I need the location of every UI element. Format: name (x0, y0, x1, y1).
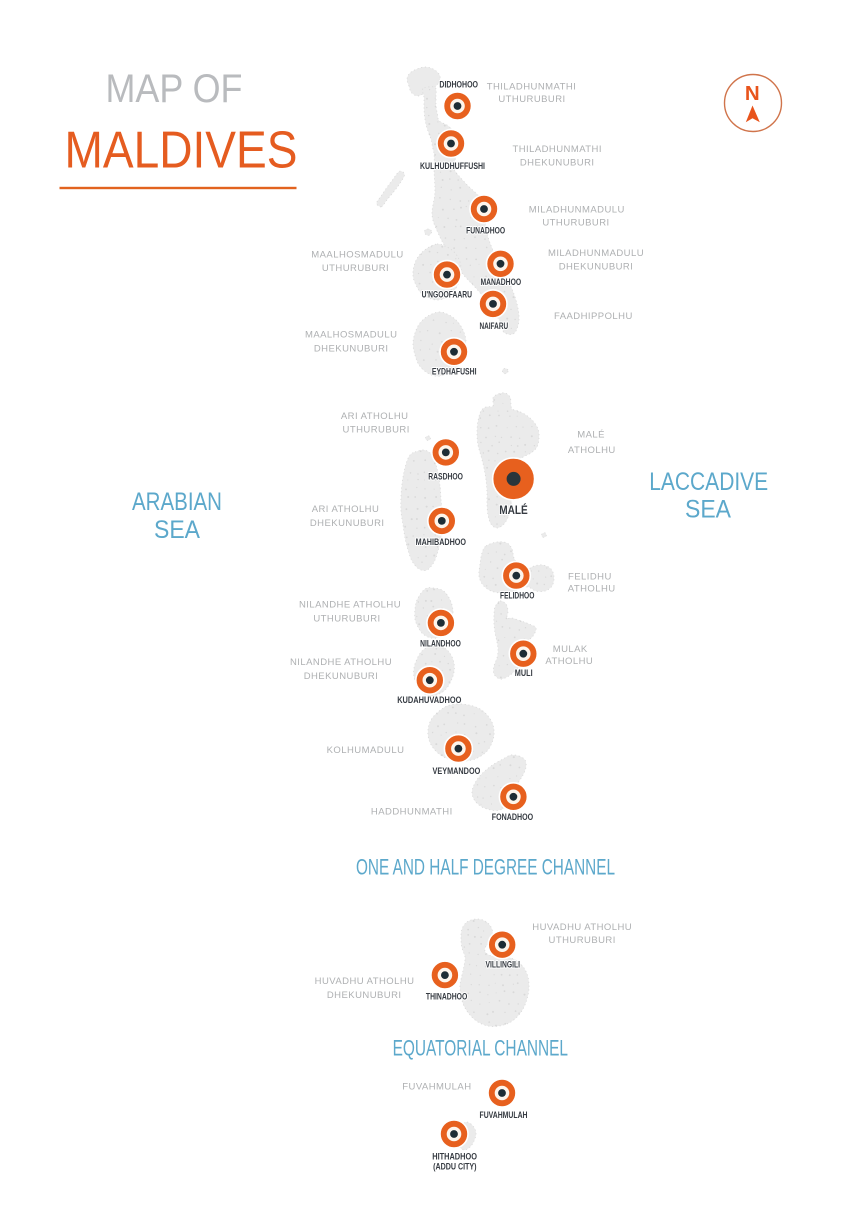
svg-text:ATHOLHU: ATHOLHU (545, 656, 593, 667)
svg-text:ARABIAN: ARABIAN (132, 488, 222, 516)
svg-text:RASDHOO: RASDHOO (428, 472, 463, 482)
svg-text:EQUATORIAL CHANNEL: EQUATORIAL CHANNEL (393, 1036, 568, 1061)
svg-text:UTHURUBURI: UTHURUBURI (322, 263, 389, 274)
svg-text:MULI: MULI (515, 668, 533, 678)
svg-text:ATHOLHU: ATHOLHU (568, 445, 616, 456)
svg-text:MAALHOSMADULU: MAALHOSMADULU (311, 249, 403, 260)
svg-text:UTHURUBURI: UTHURUBURI (542, 217, 609, 228)
svg-text:MILADHUNMADULU: MILADHUNMADULU (548, 248, 644, 259)
svg-text:FONADHOO: FONADHOO (492, 812, 533, 822)
svg-text:(ADDU CITY): (ADDU CITY) (433, 1162, 476, 1172)
svg-text:FUVAHMULAH: FUVAHMULAH (480, 1110, 528, 1120)
svg-text:ARI ATHOLHU: ARI ATHOLHU (341, 411, 409, 422)
svg-text:ONE AND HALF DEGREE CHANNEL: ONE AND HALF DEGREE CHANNEL (356, 854, 615, 879)
svg-text:DIDHOHOO: DIDHOHOO (439, 79, 478, 89)
svg-text:UTHURUBURI: UTHURUBURI (313, 613, 380, 624)
svg-text:MILADHUNMADULU: MILADHUNMADULU (529, 205, 625, 216)
svg-text:FELIDHU: FELIDHU (568, 572, 612, 583)
svg-text:HADDHUNMATHI: HADDHUNMATHI (371, 807, 453, 818)
svg-text:MAALHOSMADULU: MAALHOSMADULU (305, 329, 397, 340)
svg-text:HITHADHOO: HITHADHOO (432, 1152, 477, 1162)
svg-text:NILANDHE ATHOLHU: NILANDHE ATHOLHU (299, 599, 401, 610)
svg-text:MAHIBADHOO: MAHIBADHOO (416, 537, 466, 547)
svg-text:NAIFARU: NAIFARU (479, 321, 508, 331)
svg-text:NILANDHOO: NILANDHOO (420, 638, 461, 648)
svg-text:THILADHUNMATHI: THILADHUNMATHI (487, 82, 577, 93)
svg-text:KOLHUMADULU: KOLHUMADULU (327, 745, 405, 756)
svg-text:DHEKUNUBURI: DHEKUNUBURI (520, 158, 595, 169)
svg-text:DHEKUNUBURI: DHEKUNUBURI (310, 518, 385, 529)
svg-text:MALÉ: MALÉ (499, 504, 528, 517)
svg-text:MALÉ: MALÉ (577, 430, 605, 441)
svg-text:N: N (745, 82, 760, 105)
svg-text:ARI ATHOLHU: ARI ATHOLHU (312, 504, 380, 515)
svg-text:MULAK: MULAK (553, 644, 588, 655)
svg-text:DHEKUNUBURI: DHEKUNUBURI (304, 671, 379, 682)
svg-text:U'NGOOFAARU: U'NGOOFAARU (422, 289, 472, 299)
svg-text:KUDAHUVADHOO: KUDAHUVADHOO (397, 695, 461, 705)
svg-text:THILADHUNMATHI: THILADHUNMATHI (512, 144, 602, 155)
svg-text:VEYMANDOO: VEYMANDOO (433, 766, 481, 776)
svg-text:THINADHOO: THINADHOO (426, 991, 467, 1001)
svg-text:DHEKUNUBURI: DHEKUNUBURI (327, 990, 402, 1001)
svg-text:HUVADHU ATHOLHU: HUVADHU ATHOLHU (532, 922, 632, 933)
svg-text:DHEKUNUBURI: DHEKUNUBURI (314, 343, 389, 354)
svg-text:VILLINGILI: VILLINGILI (486, 959, 521, 969)
svg-text:EYDHAFUSHI: EYDHAFUSHI (432, 366, 477, 376)
svg-text:UTHURUBURI: UTHURUBURI (343, 424, 410, 435)
svg-text:MALDIVES: MALDIVES (65, 121, 298, 179)
svg-text:FAADHIPPOLHU: FAADHIPPOLHU (554, 311, 633, 322)
svg-text:FELIDHOO: FELIDHOO (500, 590, 534, 600)
svg-text:HUVADHU ATHOLHU: HUVADHU ATHOLHU (315, 976, 415, 987)
svg-text:MANADHOO: MANADHOO (480, 277, 521, 287)
svg-text:KULHUDHUFFUSHI: KULHUDHUFFUSHI (420, 161, 485, 171)
svg-text:SEA: SEA (154, 516, 200, 544)
svg-text:UTHURUBURI: UTHURUBURI (549, 935, 616, 946)
svg-text:FUNADHOO: FUNADHOO (466, 225, 505, 235)
svg-text:ATHOLHU: ATHOLHU (568, 584, 616, 595)
svg-text:SEA: SEA (685, 495, 731, 523)
svg-text:NILANDHE ATHOLHU: NILANDHE ATHOLHU (290, 657, 392, 668)
svg-text:UTHURUBURI: UTHURUBURI (498, 94, 565, 105)
svg-text:LACCADIVE: LACCADIVE (649, 468, 768, 496)
svg-text:DHEKUNUBURI: DHEKUNUBURI (559, 261, 634, 272)
svg-text:MAP OF: MAP OF (106, 67, 243, 111)
svg-text:FUVAHMULAH: FUVAHMULAH (402, 1082, 471, 1093)
